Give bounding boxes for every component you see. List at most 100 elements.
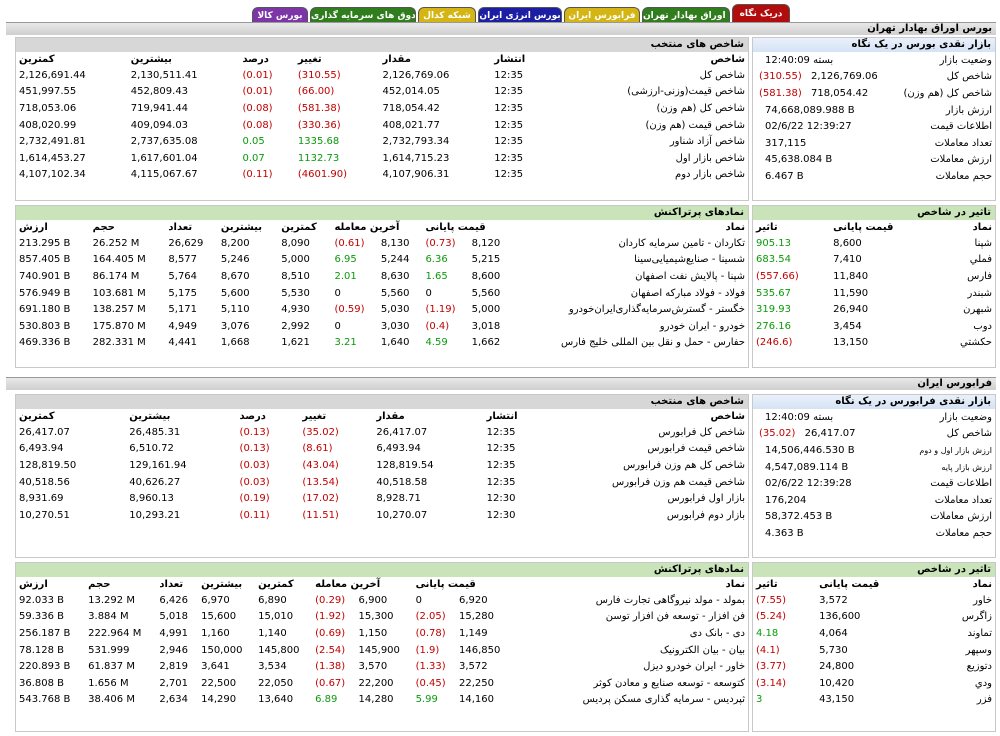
tab-4[interactable]: بورس انرژی ایران [478, 7, 562, 24]
indices-row[interactable]: بازار دوم فرابورس 12:30 10,270.07 (11.51) (0… [16, 507, 748, 524]
indices-row[interactable]: شاخص آزاد شناور 12:35 2,732,793.34 1335.68 0… [16, 133, 748, 150]
symbol-link[interactable]: فولاد - فولاد مبارکه اصفهان [630, 287, 745, 299]
symbol-link[interactable]: خاور [973, 594, 992, 606]
active-cell: 5,171 [168, 304, 198, 316]
symbol-link[interactable]: شپنا [974, 237, 992, 249]
tab-7[interactable]: بورس کالا [252, 7, 308, 24]
index-cell: 26,417.07 [376, 426, 428, 438]
active-cell: 3,018 [471, 320, 501, 332]
active-cell: 15,600 [201, 611, 237, 623]
impact-row[interactable]: تماوند 4,064 4.18 [753, 625, 995, 642]
symbol-link[interactable]: حکشتي [960, 337, 992, 349]
index-cell: 452,014.05 [382, 86, 440, 98]
symbol-link[interactable]: تماوند [967, 627, 992, 639]
index-cell: 12:35 [494, 152, 524, 164]
index-cell: (0.03) [239, 459, 270, 471]
tab-5[interactable]: شبکه کدال [418, 7, 476, 24]
tab-1[interactable]: دریک نگاه [732, 4, 790, 24]
indices-row[interactable]: شاخص قیمت هم وزن فرابورس 12:35 40,518.58 (1… [16, 474, 748, 491]
indices-row[interactable]: شاخص قیمت(وزنی-ارزشی) 12:35 452,014.05 (66.… [16, 84, 748, 101]
symbol-link[interactable]: کتوسعه - توسعه صنایع و معادن کوثر [593, 677, 745, 689]
symbol-link[interactable]: شپنا - پالایش نفت اصفهان [635, 270, 745, 282]
impact-row[interactable]: خاور 3,572 (7.55) [753, 592, 995, 609]
index-cell: (0.13) [239, 443, 270, 455]
symbol-link[interactable]: خودرو - ایران‌ خودرو [659, 320, 745, 332]
impact-row[interactable]: فزر 43,150 3 [753, 692, 995, 709]
active-row[interactable]: حفارس - حمل و نقل بین المللی خلیج فارس 1,… [16, 335, 748, 352]
active-row[interactable]: بیان - بیان الکترونیک 146,850 (1.9) 145,900… [16, 642, 748, 659]
active-row[interactable]: فولاد - فولاد مبارکه اصفهان 5,560 0 5,560 0 5… [16, 285, 748, 302]
indices-header: مقدار [376, 411, 405, 422]
symbol-link[interactable]: حفارس - حمل و نقل بین المللی خلیج فارس [561, 337, 745, 349]
active-row[interactable]: دی - بانک دی 1,149 (0.78) 1,150 (0.69) 1,140 1… [16, 625, 748, 642]
symbol-link[interactable]: تکاردان - تامین سرمایه کاردان [618, 237, 745, 249]
symbol-link[interactable]: فن افزار - توسعه فن افزار توسن [605, 611, 745, 623]
glance-value-cell: 6.467 B [753, 168, 885, 185]
indices-row[interactable]: شاخص بازار دوم 12:35 4,107,906.31 (4601.90)… [16, 167, 748, 184]
active-row[interactable]: تکاردان - تامین سرمایه کاردان 8,120 (0.73)… [16, 235, 748, 252]
active-row[interactable]: ثپردیس - سرمایه گذاری مسکن پردیس 14,160 5.… [16, 692, 748, 709]
indices-row[interactable]: شاخص کل (هم وزن) 12:35 718,054.42 (581.38) (… [16, 100, 748, 117]
active-row[interactable]: شسینا - صنایع‌شیمیایی‌سینا 5,215 6.36 5,244… [16, 252, 748, 269]
symbol-link[interactable]: دوب [973, 320, 992, 332]
active-cell: (0.59) [334, 304, 365, 316]
symbol-link[interactable]: فزر [976, 694, 992, 706]
active-cell: 3,534 [258, 661, 287, 673]
tab-6[interactable]: صندوق های سرمایه گذاری [310, 7, 416, 24]
symbol-link[interactable]: ودي [974, 677, 992, 689]
active-row[interactable]: خودرو - ایران‌ خودرو 3,018 (0.4) 3,030 0 2,99… [16, 318, 748, 335]
impact-row[interactable]: فملي 7,410 683.54 [753, 252, 995, 269]
symbol-link[interactable]: شسینا - صنایع‌شیمیایی‌سینا [634, 254, 745, 266]
active-cell: 1,149 [458, 627, 488, 639]
symbol-link[interactable]: ثپردیس - سرمایه گذاری مسکن پردیس [582, 694, 745, 706]
impact-row[interactable]: شبندر 11,590 535.67 [753, 285, 995, 302]
index-cell: 40,626.27 [129, 476, 181, 488]
symbol-link[interactable]: خگستر - گسترش‌سرمایه‌گذاری‌ایران‌خودرو [568, 304, 745, 316]
active-row[interactable]: فن افزار - توسعه فن افزار توسن 15,280 (2.0… [16, 609, 748, 626]
index-cell: (43.04) [302, 459, 339, 471]
index-cell: (581.38) [297, 102, 341, 114]
impact-row[interactable]: دتوزیع 24,800 (3.77) [753, 658, 995, 675]
impact-row[interactable]: شبهرن 26,940 319.93 [753, 301, 995, 318]
impact-row[interactable]: زاگرس 136,600 (5.24) [753, 609, 995, 626]
symbol-link[interactable]: فارس [967, 270, 992, 282]
symbol-link[interactable]: فملي [969, 254, 992, 266]
symbol-link[interactable]: زاگرس [961, 611, 992, 623]
symbol-link[interactable]: خاور - ایران خودرو دیزل [643, 661, 745, 673]
impact-row[interactable]: فارس 11,840 (557.66) [753, 268, 995, 285]
impact-cell: 905.13 [756, 237, 791, 249]
symbol-link[interactable]: شبهرن [963, 304, 992, 316]
indices-row[interactable]: شاخص قیمت فرابورس 12:35 6,493.94 (8.61) (0.1… [16, 441, 748, 458]
active-row[interactable]: خاور - ایران خودرو دیزل 3,572 (1.33) 3,570 (… [16, 658, 748, 675]
indices-row[interactable]: شاخص بازار اول 12:35 1,614,715.23 1132.73 0.… [16, 150, 748, 167]
impact-row[interactable]: ودي 10,420 (3.14) [753, 675, 995, 692]
indices-row[interactable]: شاخص قیمت (هم وزن) 12:35 408,021.77 (330.36… [16, 117, 748, 134]
tab-3[interactable]: فرابورس ایران [564, 7, 640, 24]
symbol-link[interactable]: وسپهر [965, 644, 992, 656]
symbol-link[interactable]: شبندر [967, 287, 993, 299]
symbol-link[interactable]: دتوزیع [966, 661, 992, 673]
impact-row[interactable]: دوب 3,454 276.16 [753, 318, 995, 335]
impact-row[interactable]: شپنا 8,600 905.13 [753, 235, 995, 252]
symbol-link[interactable]: دی - بانک دی [689, 627, 745, 639]
active-row[interactable]: شپنا - پالایش نفت اصفهان 8,600 1.65 8,630 2.… [16, 268, 748, 285]
tab-2[interactable]: بورس اوراق بهادار تهران [642, 7, 730, 24]
indices-row[interactable]: شاخص کل 12:35 2,126,769.06 (310.55) (0.01) 2,… [16, 67, 748, 84]
indices-row[interactable]: بازار اول فرابورس 12:30 8,928.71 (17.02) (0.… [16, 490, 748, 507]
glance-label: ارزش بازار اول و دوم [919, 445, 992, 455]
tse-active-table: نماد قیمت پایانی آخرین معامله کمترین بیشترین… [16, 220, 748, 351]
active-cell: 5.99 [415, 694, 438, 706]
indices-row[interactable]: شاخص کل هم وزن فرابورس 12:35 128,819.54 (43… [16, 457, 748, 474]
symbol-link[interactable]: بیان - بیان الکترونیک [660, 644, 745, 656]
impact-row[interactable]: وسپهر 5,730 (4.1) [753, 642, 995, 659]
indices-row[interactable]: شاخص کل فرابورس 12:35 26,417.07 (35.02) (0.1… [16, 424, 748, 441]
index-cell: 1335.68 [297, 136, 340, 148]
symbol-link[interactable]: بمولد - مولد نیروگاهی تجارت فارس [595, 594, 745, 606]
active-row[interactable]: خگستر - گسترش‌سرمایه‌گذاری‌ایران‌خودرو 5,… [16, 301, 748, 318]
active-row[interactable]: کتوسعه - توسعه صنایع و معادن کوثر 22,250 (… [16, 675, 748, 692]
active-row[interactable]: بمولد - مولد نیروگاهی تجارت فارس 6,920 0 6,… [16, 592, 748, 609]
indices-header: انتشار [494, 54, 526, 65]
active-cell: 92.033 B [19, 594, 65, 606]
impact-row[interactable]: حکشتي 13,150 (246.6) [753, 335, 995, 352]
index-name: شاخص کل [699, 69, 745, 81]
